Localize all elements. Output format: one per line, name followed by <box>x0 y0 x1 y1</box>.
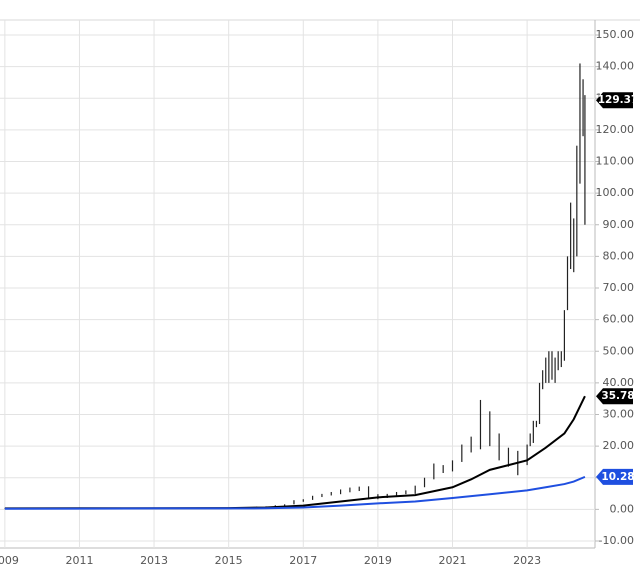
last-price-tag <box>596 92 633 109</box>
moving-average <box>4 475 586 510</box>
x-tick-label: 2013 <box>140 554 168 567</box>
y-tick-label: 110.00 <box>596 155 635 168</box>
y-tick-label: 140.00 <box>596 60 635 73</box>
y-tick-label: 80.00 <box>603 249 635 262</box>
x-tick-label: 2021 <box>438 554 466 567</box>
moving-average <box>4 395 586 510</box>
y-tick-label: 40.00 <box>603 376 635 389</box>
y-tick-label: 0.00 <box>610 502 635 515</box>
y-tick-label: 150.00 <box>596 28 635 41</box>
x-tick-label: 2009 <box>0 554 19 567</box>
y-tick-label: 20.00 <box>603 439 635 452</box>
y-tick-label: 120.00 <box>596 123 635 136</box>
last-price-label: 129.37 <box>598 94 639 106</box>
y-tick-label: 60.00 <box>603 313 635 326</box>
average-label: 10.28 <box>601 471 634 483</box>
x-tick-label: 2023 <box>513 554 541 567</box>
y-tick-label: 50.00 <box>603 344 635 357</box>
average-tag <box>596 388 633 405</box>
y-tick-label: 30.00 <box>603 408 635 421</box>
x-tick-label: 2019 <box>364 554 392 567</box>
x-tick-label: 2011 <box>65 554 93 567</box>
y-tick-label: 100.00 <box>596 186 635 199</box>
average-label: 35.78 <box>601 390 634 402</box>
y-tick-label: -10.00 <box>599 534 634 547</box>
y-tick-label: 70.00 <box>603 281 635 294</box>
x-tick-label: 2017 <box>289 554 317 567</box>
average-tag <box>596 468 633 485</box>
x-tick-label: 2015 <box>215 554 243 567</box>
y-tick-label: 90.00 <box>603 218 635 231</box>
